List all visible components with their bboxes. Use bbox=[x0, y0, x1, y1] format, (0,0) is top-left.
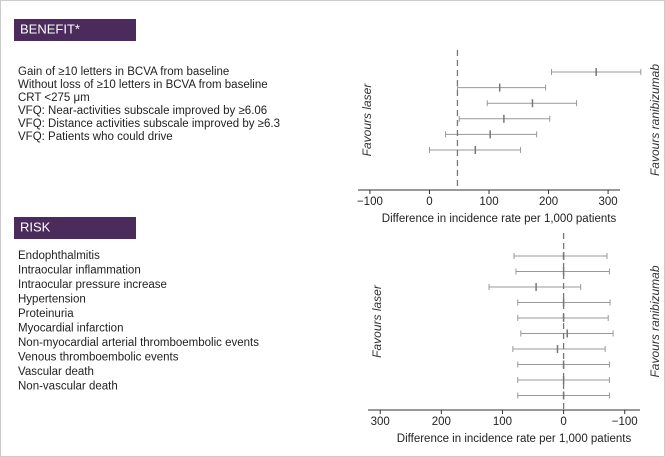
left-direction-label: Favours laser bbox=[370, 284, 384, 358]
row-label: Proteinuria bbox=[18, 308, 74, 320]
x-tick-label: 300 bbox=[371, 416, 390, 428]
x-tick-label: 200 bbox=[432, 416, 451, 428]
left-direction-label: Favours laser bbox=[360, 83, 374, 157]
row-label: Intraocular inflammation bbox=[18, 265, 141, 277]
x-tick-label: 100 bbox=[479, 196, 498, 208]
row-label: VFQ: Distance activities subscale improv… bbox=[18, 118, 280, 130]
row-label: Venous thromboembolic events bbox=[18, 352, 179, 364]
x-axis-label: Difference in incidence rate per 1,000 p… bbox=[382, 213, 617, 225]
x-tick-label: 100 bbox=[493, 416, 512, 428]
row-label: VFQ: Patients who could drive bbox=[18, 131, 173, 143]
x-tick-label: −100 bbox=[612, 416, 638, 428]
row-label: Intraocular pressure increase bbox=[18, 279, 167, 291]
row-label: Non-vascular death bbox=[18, 381, 118, 393]
row-label: CRT <275 μm bbox=[18, 92, 90, 104]
section-header: BENEFIT* bbox=[20, 21, 80, 36]
x-tick-label: 0 bbox=[426, 196, 432, 208]
right-direction-label: Favours ranibizumab bbox=[648, 64, 662, 176]
row-label: Without loss of ≥10 letters in BCVA from… bbox=[18, 79, 268, 91]
x-tick-label: 0 bbox=[560, 416, 566, 428]
right-direction-label: Favours ranibizumab bbox=[648, 265, 662, 377]
x-tick-label: 200 bbox=[539, 196, 558, 208]
x-axis-label: Difference in incidence rate per 1,000 p… bbox=[397, 433, 632, 445]
row-label: Gain of ≥10 letters in BCVA from baselin… bbox=[18, 66, 229, 78]
section-header-bg bbox=[14, 19, 136, 41]
row-label: Endophthalmitis bbox=[18, 250, 100, 262]
x-tick-label: 300 bbox=[598, 196, 617, 208]
row-label: Myocardial infarction bbox=[18, 323, 123, 335]
section-header: RISK bbox=[20, 219, 51, 234]
section-header-bg bbox=[14, 217, 136, 239]
row-label: Hypertension bbox=[18, 294, 86, 306]
row-label: Vascular death bbox=[18, 366, 94, 378]
row-label: Non-myocardial arterial thromboembolic e… bbox=[18, 337, 259, 349]
x-tick-label: −100 bbox=[357, 196, 383, 208]
row-label: VFQ: Near-activities subscale improved b… bbox=[18, 105, 267, 117]
